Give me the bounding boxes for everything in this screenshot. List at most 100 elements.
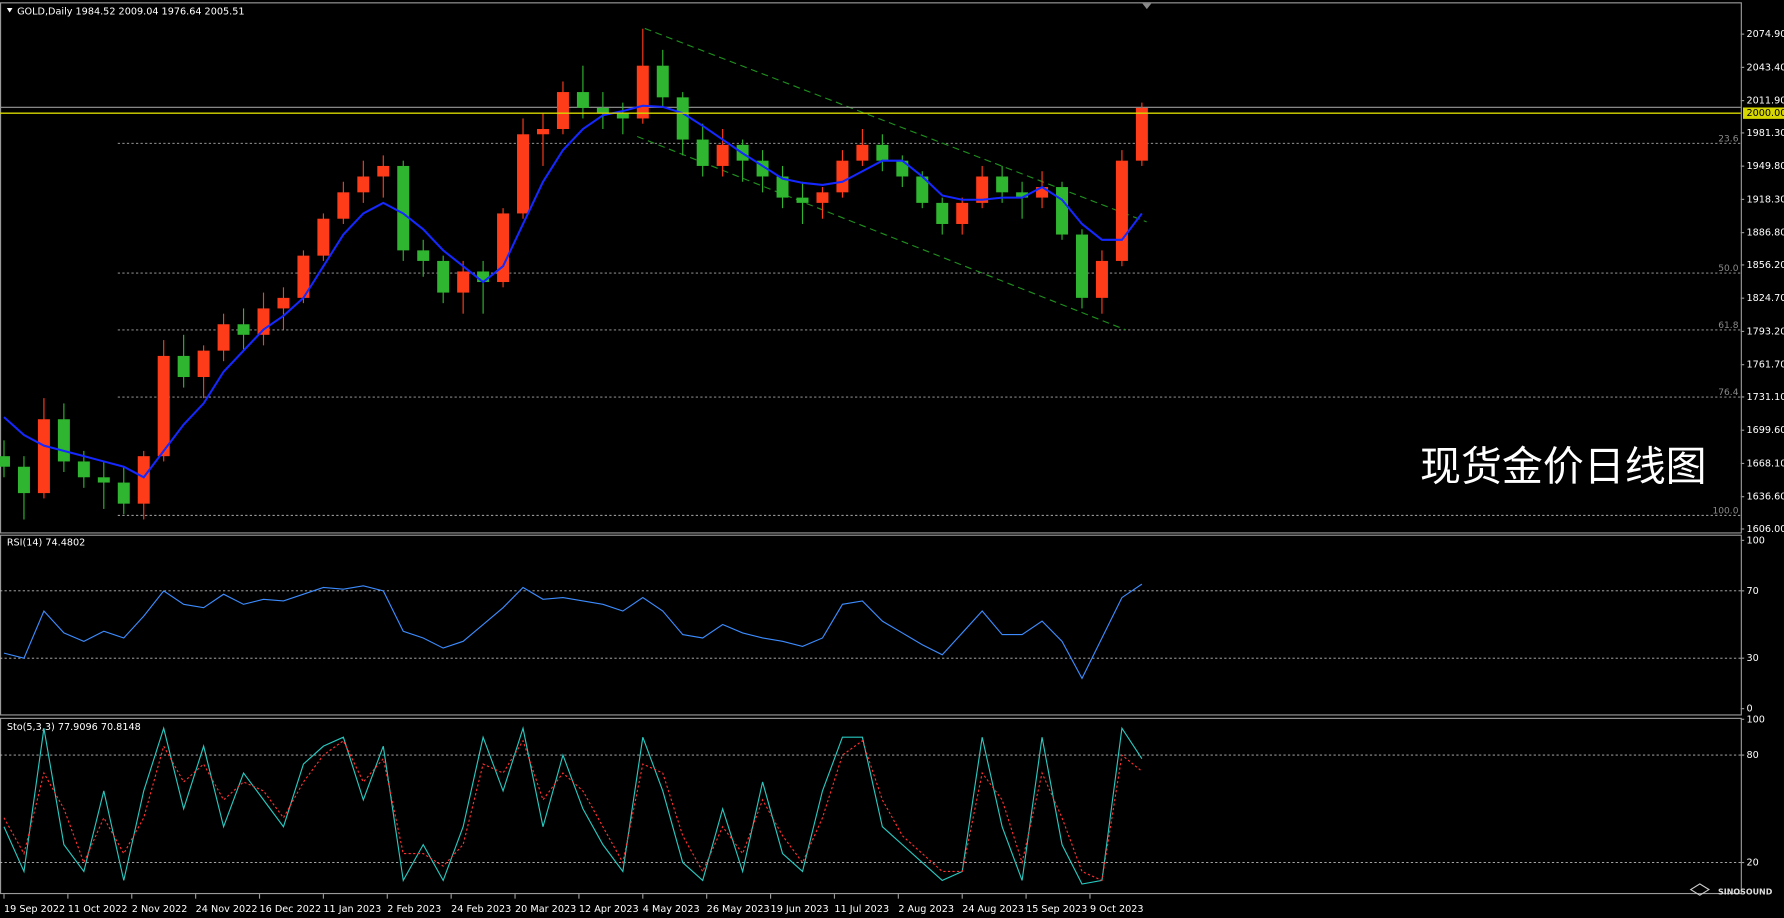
candle-body <box>956 202 969 224</box>
x-tick-label: 9 Oct 2023 <box>1090 904 1144 915</box>
y-tick-label: 1761.70 <box>1746 360 1784 371</box>
candle-body <box>976 176 989 203</box>
candle-body <box>277 297 290 309</box>
symbol-header: GOLD,Daily 1984.52 2009.04 1976.64 2005.… <box>17 6 244 17</box>
y-tick-label: 2074.90 <box>1746 29 1784 40</box>
candle-body <box>437 260 450 293</box>
y-tick-label: 80 <box>1746 750 1758 761</box>
candle-body <box>796 197 809 203</box>
frames <box>0 2 1742 895</box>
y-tick-label: 1981.30 <box>1746 128 1784 139</box>
y-tick-label: 70 <box>1746 586 1758 597</box>
candle-body <box>656 65 669 98</box>
candle-body <box>636 65 649 119</box>
moving-average <box>3 104 1143 479</box>
candle-body <box>936 202 949 224</box>
fib-label: 61.8 <box>1718 321 1738 331</box>
y-tick-label: 100 <box>1746 535 1764 546</box>
level-label: 2000.00 <box>1746 108 1784 119</box>
candle-body <box>497 213 510 283</box>
candle-body <box>1095 260 1108 298</box>
rsi-panel-frame <box>0 534 1742 716</box>
level-tag <box>1743 107 1784 119</box>
candle-body <box>337 192 350 219</box>
indicator-line <box>3 739 1143 882</box>
y-tick-label: 100 <box>1746 714 1764 725</box>
candle-body <box>896 160 909 177</box>
candle-body <box>297 255 310 298</box>
candle-body <box>177 355 190 378</box>
candle-body <box>1076 234 1088 298</box>
indicator-title: RSI(14) 74.4802 <box>7 538 86 549</box>
x-tick-label: 19 Jun 2023 <box>771 904 829 915</box>
indicator-line <box>3 583 1143 680</box>
candle-body <box>257 308 270 335</box>
y-tick-label: 1856.20 <box>1746 260 1784 271</box>
candle-body <box>397 165 410 251</box>
candle-body <box>97 477 110 483</box>
candle-body <box>57 419 70 462</box>
menu-arrow[interactable] <box>6 7 13 13</box>
candle-body <box>1036 187 1049 198</box>
y-tick-label: 1918.30 <box>1746 194 1784 205</box>
y-tick-label: 1668.10 <box>1746 458 1784 469</box>
shift-marker <box>1142 3 1152 10</box>
candle-body <box>996 176 1009 193</box>
y-tick-label: 20 <box>1746 858 1758 869</box>
x-tick-label: 11 Jan 2023 <box>323 904 381 915</box>
candle-body <box>0 456 10 467</box>
x-tick-label: 20 Mar 2023 <box>515 904 576 915</box>
fib-label: 50.0 <box>1718 264 1738 274</box>
x-tick-label: 24 Nov 2022 <box>196 904 258 915</box>
candle-body <box>517 134 530 214</box>
price-panel-frame <box>0 2 1742 534</box>
candle-body <box>816 192 829 203</box>
logo-icon <box>1689 883 1710 896</box>
candle-body <box>117 482 130 504</box>
x-tick-label: 16 Dec 2022 <box>260 904 322 915</box>
y-tick-label: 2043.40 <box>1746 62 1784 73</box>
y-tick-label: 0 <box>1746 704 1752 715</box>
x-tick-label: 24 Aug 2023 <box>962 904 1024 915</box>
candle-body <box>37 419 50 494</box>
stoch-panel-frame <box>0 717 1742 895</box>
x-tick-label: 15 Sep 2023 <box>1026 904 1087 915</box>
candle-body <box>137 456 150 504</box>
candle-body <box>876 144 889 161</box>
x-tick-label: 26 May 2023 <box>707 904 770 915</box>
x-tick-label: 2 Feb 2023 <box>387 904 441 915</box>
watermark: 现货金价日线图 <box>1420 442 1707 490</box>
candle-body <box>317 218 330 256</box>
x-tick-label: 12 Apr 2023 <box>579 904 639 915</box>
x-tick-label: 2 Aug 2023 <box>898 904 954 915</box>
candle-body <box>197 350 210 378</box>
candle-body <box>1135 107 1148 161</box>
candle-body <box>696 139 709 166</box>
candle-body <box>217 324 230 351</box>
candle-body <box>237 324 250 335</box>
fib-label: 23.6 <box>1718 134 1738 144</box>
candle-body <box>776 176 789 198</box>
y-tick-label: 2011.90 <box>1746 96 1784 107</box>
y-tick-label: 1731.10 <box>1746 392 1784 403</box>
channel-line <box>637 135 1127 331</box>
candle-body <box>576 92 589 108</box>
candle-body <box>1016 192 1029 198</box>
candle-body <box>457 271 470 293</box>
y-tick-label: 1699.60 <box>1746 425 1784 436</box>
y-tick-label: 1793.20 <box>1746 326 1784 337</box>
x-tick-label: 4 May 2023 <box>643 904 700 915</box>
candle-body <box>1056 187 1069 235</box>
y-tick-label: 1636.60 <box>1746 492 1784 503</box>
candle-body <box>916 176 929 203</box>
candle-body <box>477 271 490 283</box>
candle-body <box>836 160 849 193</box>
logo: SINOSOUND <box>1718 887 1773 896</box>
candle-body <box>77 461 90 478</box>
y-tick-label: 30 <box>1746 653 1758 664</box>
x-tick-label: 11 Oct 2022 <box>68 904 128 915</box>
indicator-title: Sto(5,3,3) 77.9096 70.8148 <box>7 722 141 733</box>
y-tick-label: 1606.00 <box>1746 524 1784 535</box>
